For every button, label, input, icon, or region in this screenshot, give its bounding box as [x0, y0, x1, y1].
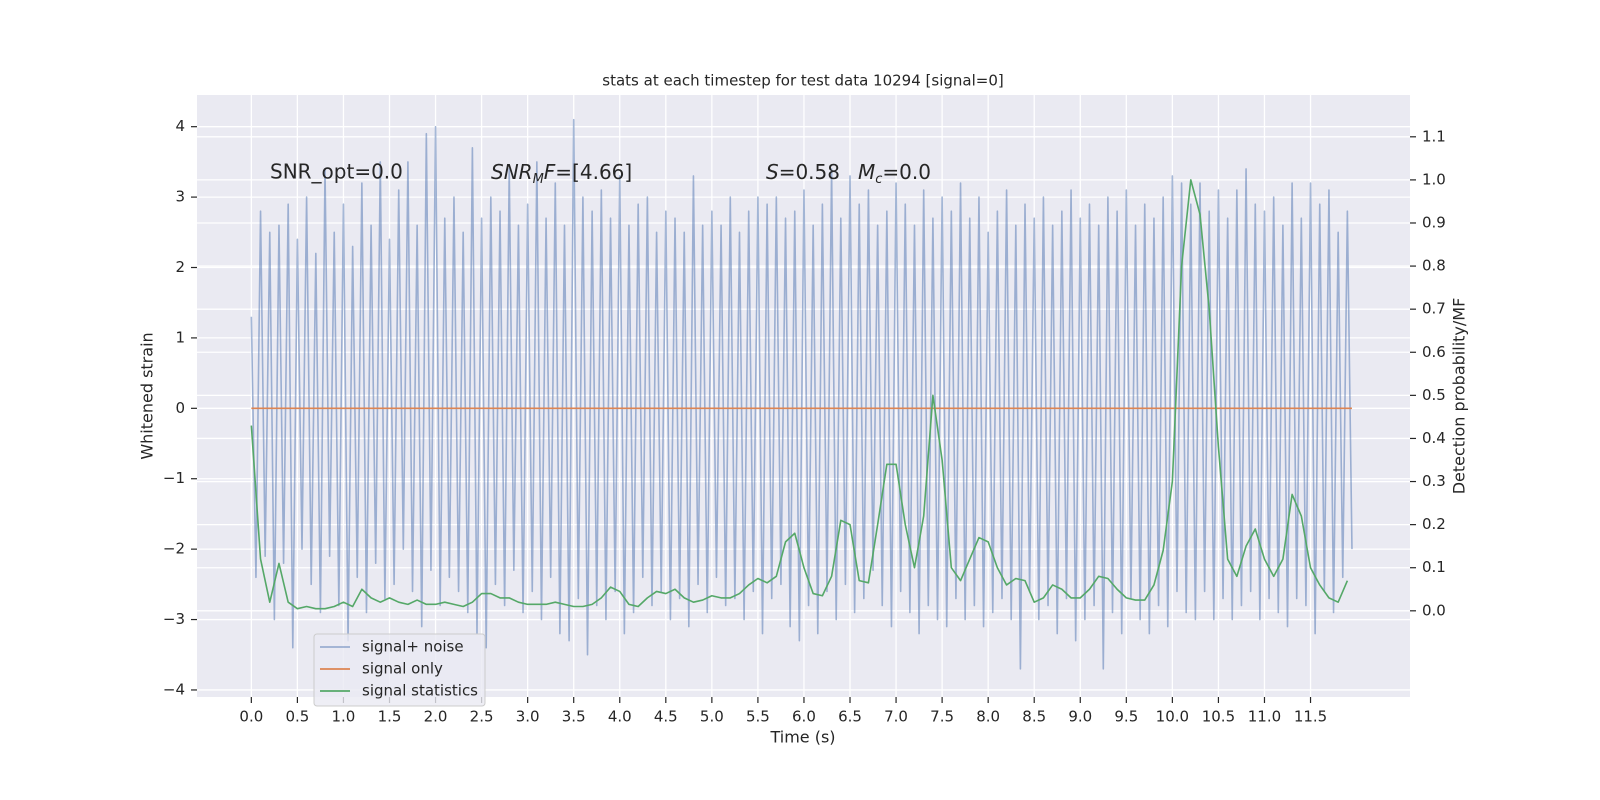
x-tick-label: 3.0	[516, 708, 540, 726]
annotation: S=0.58 Mc=0.0	[766, 160, 931, 187]
x-tick-label: 2.5	[470, 708, 494, 726]
x-tick-label: 7.5	[930, 708, 954, 726]
legend-label: signal+ noise	[362, 638, 464, 656]
x-tick-label: 6.5	[838, 708, 862, 726]
x-axis-label: Time (s)	[769, 728, 835, 747]
chart-title: stats at each timestep for test data 102…	[602, 72, 1003, 90]
y-tick-label: −1	[163, 469, 185, 487]
x-tick-label: 5.0	[700, 708, 724, 726]
legend: signal+ noise signal only signal statistic…	[313, 633, 486, 707]
y2-tick-label: 0.8	[1422, 257, 1446, 275]
y2-tick-label: 0.9	[1422, 213, 1446, 231]
x-tick-label: 2.0	[424, 708, 448, 726]
x-tick-label: 0.5	[285, 708, 309, 726]
y2-tick-label: 0.0	[1422, 601, 1446, 619]
annotation-part: =0.58	[779, 160, 840, 184]
y-tick-label: 1	[175, 328, 185, 346]
y2-tick-label: 0.5	[1422, 386, 1446, 404]
y2-tick-label: 1.0	[1422, 170, 1446, 188]
x-tick-label: 6.0	[792, 708, 816, 726]
marks	[250, 118, 1353, 670]
annotation-part: c	[875, 172, 882, 187]
y2-tick-label: 0.1	[1422, 558, 1446, 576]
annotation-part: SNR	[491, 160, 533, 184]
y-tick-label: 4	[175, 117, 185, 135]
annotation-part: =0.0	[882, 160, 931, 184]
x-tick-label: 9.5	[1114, 708, 1138, 726]
y-axis-label: Whitened strain	[138, 332, 157, 459]
series-line	[250, 179, 1349, 610]
x-tick-label: 8.5	[1022, 708, 1046, 726]
annotation: SNR_opt=0.0	[270, 160, 403, 184]
y2-tick-label: 0.4	[1422, 429, 1446, 447]
annotation-part: S	[766, 160, 779, 184]
y2-tick-label: 0.2	[1422, 515, 1446, 533]
x-tick-label: 3.5	[562, 708, 586, 726]
annotation: SNRMF=[4.66]	[491, 160, 632, 187]
y2-tick-label: 0.3	[1422, 472, 1446, 490]
y-tick-label: −2	[163, 540, 185, 558]
x-tick-label: 10.0	[1156, 708, 1189, 726]
y-tick-label: −4	[163, 680, 185, 698]
x-tick-label: 1.0	[332, 708, 356, 726]
annotation-part: =[4.66]	[555, 160, 632, 184]
y2-axis-label: Detection probability/MF	[1450, 298, 1469, 495]
y2-tick-label: 1.1	[1422, 127, 1446, 145]
x-tick-label: 0.0	[239, 708, 263, 726]
x-tick-label: 9.0	[1068, 708, 1092, 726]
axes: 0.0 0.5 1.0 1.5 2.0 2.5 3.0 3.5 4.0 4.5 5.0 5.5 6.0 6…	[163, 117, 1446, 725]
y-tick-label: −3	[163, 610, 185, 628]
x-tick-label: 8.0	[976, 708, 1000, 726]
annotation-part: M	[533, 172, 544, 187]
legend-label: signal statistics	[362, 682, 478, 700]
x-tick-label: 5.5	[746, 708, 770, 726]
x-tick-label: 11.5	[1294, 708, 1327, 726]
y-tick-label: 2	[175, 258, 185, 276]
x-tick-label: 4.0	[608, 708, 632, 726]
y2-tick-label: 0.6	[1422, 343, 1446, 361]
legend-box	[313, 633, 486, 707]
y-tick-label: 3	[175, 188, 185, 206]
x-tick-label: 4.5	[654, 708, 678, 726]
legend-label: signal only	[362, 660, 443, 678]
series-line	[250, 118, 1353, 670]
x-tick-label: 10.5	[1202, 708, 1235, 726]
x-tick-label: 11.0	[1248, 708, 1281, 726]
x-tick-label: 1.5	[378, 708, 402, 726]
y2-tick-label: 0.7	[1422, 300, 1446, 318]
annotation-part: F	[544, 160, 556, 184]
annotation-part: M	[858, 160, 875, 184]
x-tick-label: 7.0	[884, 708, 908, 726]
y-tick-label: 0	[175, 399, 185, 417]
